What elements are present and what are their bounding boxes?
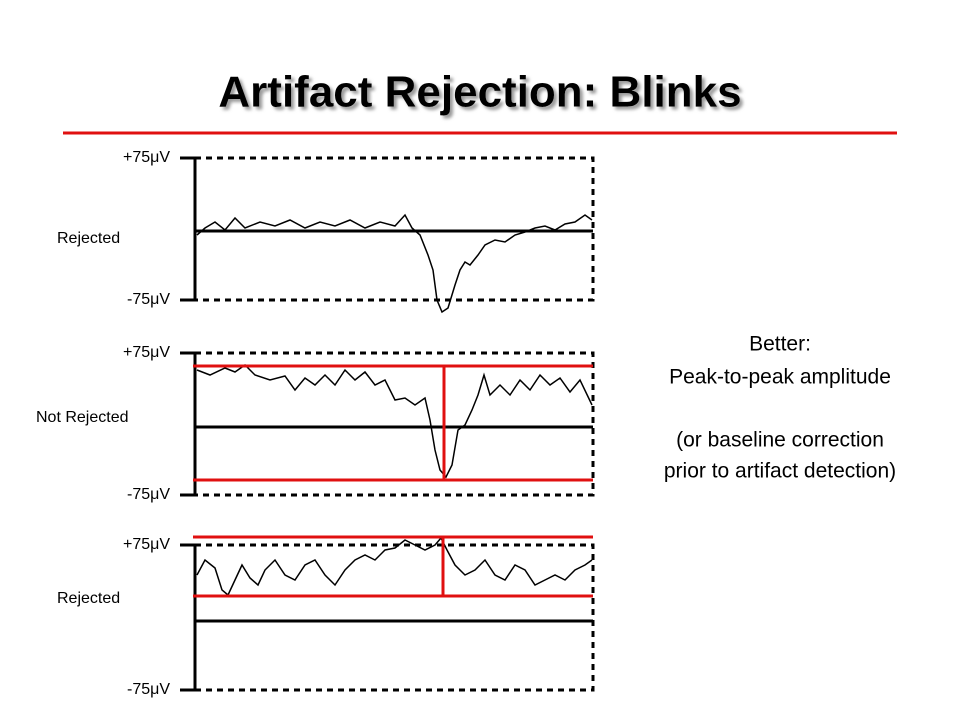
waveform [196,536,593,597]
panel: +75μV -75μV Rejected [57,535,595,698]
axis [180,156,197,302]
bottom-label: -75μV [127,681,170,698]
panel: +75μV -75μV Rejected [57,149,595,314]
axis [180,543,197,692]
panel: +75μV -75μV Not Rejected [36,344,595,503]
status: Not Rejected [36,409,129,426]
top-label: +75μV [123,149,170,166]
note-line: Peak-to-peak amplitude [669,366,891,389]
top-label: +75μV [123,536,170,553]
frame [195,351,595,497]
axis [180,351,197,497]
note-line: prior to artifact detection) [664,460,896,483]
waveform [196,364,593,479]
frame [195,543,595,692]
waveform [196,213,593,314]
frame [195,156,595,302]
note-line: (or baseline correction [676,429,884,452]
title: Artifact Rejection: Blinks [218,68,741,117]
bottom-label: -75μV [127,486,170,503]
note-line: Better: [749,333,811,356]
bottom-label: -75μV [127,291,170,308]
top-label: +75μV [123,344,170,361]
status: Rejected [57,590,120,607]
status: Rejected [57,230,120,247]
